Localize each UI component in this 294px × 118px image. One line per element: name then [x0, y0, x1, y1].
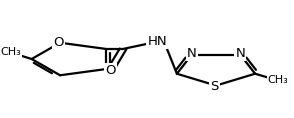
Text: N: N	[187, 47, 197, 60]
Text: O: O	[54, 36, 64, 49]
Text: CH₃: CH₃	[0, 47, 21, 57]
Text: HN: HN	[147, 35, 167, 48]
Text: CH₃: CH₃	[268, 75, 288, 85]
Text: O: O	[105, 64, 116, 77]
Text: N: N	[235, 47, 245, 60]
Text: S: S	[211, 80, 219, 93]
